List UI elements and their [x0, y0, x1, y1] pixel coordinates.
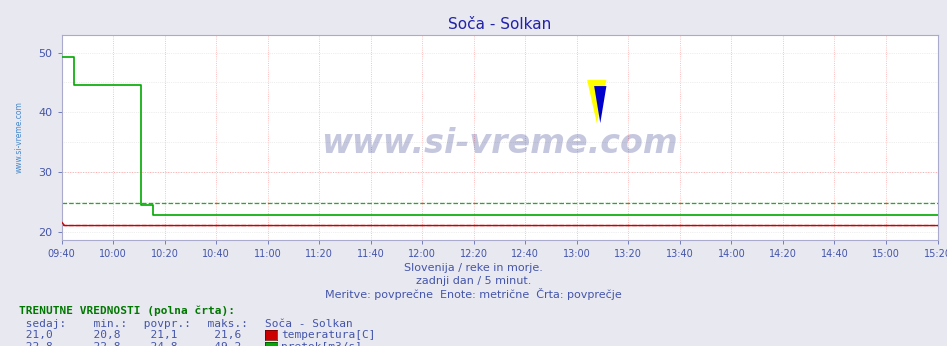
Text: min.:: min.: — [80, 319, 128, 329]
Polygon shape — [587, 80, 606, 123]
Text: Slovenija / reke in morje.: Slovenija / reke in morje. — [404, 263, 543, 273]
Title: Soča - Solkan: Soča - Solkan — [448, 17, 551, 32]
Text: Meritve: povprečne  Enote: metrične  Črta: povprečje: Meritve: povprečne Enote: metrične Črta:… — [325, 288, 622, 300]
Text: 22,8: 22,8 — [19, 342, 53, 346]
Text: 21,6: 21,6 — [194, 330, 241, 340]
Text: 49,2: 49,2 — [194, 342, 241, 346]
Text: www.si-vreme.com: www.si-vreme.com — [321, 127, 678, 160]
Text: maks.:: maks.: — [194, 319, 248, 329]
Text: temperatura[C]: temperatura[C] — [281, 330, 376, 340]
Text: sedaj:: sedaj: — [19, 319, 66, 329]
Text: 20,8: 20,8 — [80, 330, 121, 340]
Text: www.si-vreme.com: www.si-vreme.com — [15, 102, 24, 173]
Text: zadnji dan / 5 minut.: zadnji dan / 5 minut. — [416, 276, 531, 286]
Text: 24,8: 24,8 — [137, 342, 178, 346]
Text: Soča - Solkan: Soča - Solkan — [265, 319, 353, 329]
Text: pretok[m3/s]: pretok[m3/s] — [281, 342, 363, 346]
Polygon shape — [594, 86, 606, 123]
Text: 21,0: 21,0 — [19, 330, 53, 340]
Text: TRENUTNE VREDNOSTI (polna črta):: TRENUTNE VREDNOSTI (polna črta): — [19, 306, 235, 316]
Text: 21,1: 21,1 — [137, 330, 178, 340]
Text: povpr.:: povpr.: — [137, 319, 191, 329]
Text: 22,8: 22,8 — [80, 342, 121, 346]
